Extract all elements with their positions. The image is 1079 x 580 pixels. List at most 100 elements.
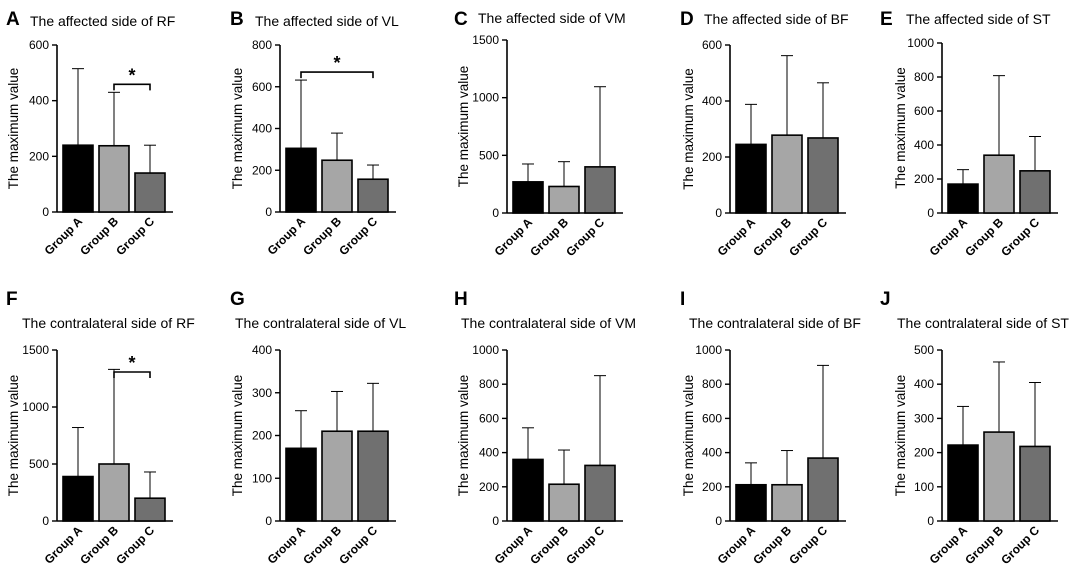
y-tick-label: 0	[42, 514, 49, 528]
category-label: Group C	[998, 215, 1042, 259]
y-tick-label: 100	[914, 480, 934, 494]
bar-group-b	[321, 430, 353, 522]
y-tick-label: 200	[252, 163, 272, 177]
category-label: Group B	[527, 215, 571, 259]
bar-group-b	[548, 483, 580, 522]
panel-a: A The affected side of RF The maximum valu…	[6, 9, 175, 258]
bar-group-b	[98, 144, 130, 213]
y-tick-label: 1000	[472, 343, 499, 357]
category-label: Group A	[927, 215, 971, 259]
bar-group-a	[512, 458, 544, 522]
bar-group-a	[735, 143, 767, 214]
y-tick-label: 200	[702, 480, 722, 494]
y-tick-label: 400	[252, 343, 272, 357]
y-tick-label: 600	[252, 80, 272, 94]
y-tick-label: 800	[702, 377, 722, 391]
category-label: Group A	[42, 523, 86, 567]
category-label: Group B	[750, 523, 794, 567]
bar-group-b	[548, 185, 580, 214]
panel-letter: H	[454, 289, 468, 310]
panel-title: The affected side of VM	[478, 10, 626, 26]
bar-group-a	[947, 183, 979, 214]
bar-group-c	[357, 178, 389, 213]
category-label: Group A	[492, 215, 536, 259]
category-label: Group C	[113, 523, 157, 567]
y-tick-label: 0	[927, 206, 934, 220]
significance-star: *	[128, 65, 135, 85]
panel-letter: A	[6, 9, 20, 30]
bar-group-b	[98, 463, 130, 522]
category-label: Group C	[563, 215, 607, 259]
y-tick-label: 300	[914, 411, 934, 425]
y-axis-label: The maximum value	[893, 67, 908, 189]
y-tick-label: 600	[479, 411, 499, 425]
bar-group-c	[584, 166, 616, 214]
y-tick-label: 400	[252, 122, 272, 136]
category-label: Group B	[77, 214, 121, 258]
panel-title: The affected side of RF	[30, 13, 175, 29]
y-tick-label: 600	[702, 411, 722, 425]
y-tick-label: 400	[29, 94, 49, 108]
y-tick-label: 200	[702, 150, 722, 164]
category-label: Group C	[563, 523, 607, 567]
category-label: Group B	[300, 523, 344, 567]
category-label: Group B	[77, 523, 121, 567]
panel-letter: F	[6, 289, 18, 310]
bar-group-c	[1019, 445, 1051, 522]
y-tick-label: 600	[29, 38, 49, 52]
y-tick-label: 400	[914, 377, 934, 391]
y-tick-label: 200	[914, 172, 934, 186]
panel-j: J The contralateral side of ST The maximum…	[880, 289, 1069, 567]
panel-title: The contralateral side of BF	[689, 315, 861, 331]
panel-g: G The contralateral side of VL The maximum…	[230, 289, 406, 567]
panel-title: The affected side of BF	[704, 11, 849, 27]
y-tick-label: 1000	[695, 343, 722, 357]
bar-group-a	[285, 447, 317, 522]
category-label: Group B	[962, 523, 1006, 567]
category-label: Group A	[715, 215, 759, 259]
panel-letter: C	[454, 9, 468, 30]
bar-group-c	[807, 137, 839, 214]
panel-title: The contralateral side of ST	[897, 315, 1069, 331]
y-tick-label: 800	[479, 377, 499, 391]
y-axis-label: The maximum value	[456, 66, 471, 188]
y-tick-label: 500	[29, 457, 49, 471]
y-tick-label: 0	[265, 514, 272, 528]
panel-title: The contralateral side of VM	[461, 315, 636, 331]
panel-title: The affected side of VL	[255, 13, 399, 29]
y-axis-label: The maximum value	[230, 375, 245, 497]
panel-h: H The contralateral side of VM The maximum…	[454, 289, 636, 567]
y-tick-label: 0	[42, 205, 49, 219]
y-axis-label: The maximum value	[230, 68, 245, 190]
bar-group-c	[357, 430, 389, 522]
panel-e: E The affected side of ST The maximum valu…	[880, 9, 1058, 259]
y-tick-label: 0	[927, 514, 934, 528]
category-label: Group A	[42, 214, 86, 258]
category-label: Group A	[715, 523, 759, 567]
category-label: Group C	[336, 523, 380, 567]
y-tick-label: 1500	[22, 343, 49, 357]
bar-group-a	[947, 444, 979, 522]
category-label: Group B	[962, 215, 1006, 259]
category-label: Group A	[265, 523, 309, 567]
category-label: Group A	[492, 523, 536, 567]
panel-d: D The affected side of BF The maximum valu…	[680, 9, 849, 259]
significance-star: *	[333, 53, 340, 73]
panel-letter: D	[680, 9, 694, 30]
bar-group-b	[771, 483, 803, 522]
bar-group-a	[62, 144, 94, 213]
panel-b: B The affected side of VL The maximum valu…	[230, 9, 399, 258]
y-tick-label: 0	[492, 514, 499, 528]
significance-bracket	[113, 371, 151, 378]
bar-group-a	[512, 181, 544, 214]
y-axis-label: The maximum value	[681, 375, 696, 497]
bar-group-c	[807, 457, 839, 522]
y-tick-label: 1000	[907, 36, 934, 50]
category-label: Group C	[336, 214, 380, 258]
y-tick-label: 0	[492, 206, 499, 220]
bar-group-c	[134, 172, 166, 213]
y-tick-label: 600	[702, 38, 722, 52]
y-tick-label: 0	[715, 514, 722, 528]
bar-group-b	[983, 431, 1015, 522]
